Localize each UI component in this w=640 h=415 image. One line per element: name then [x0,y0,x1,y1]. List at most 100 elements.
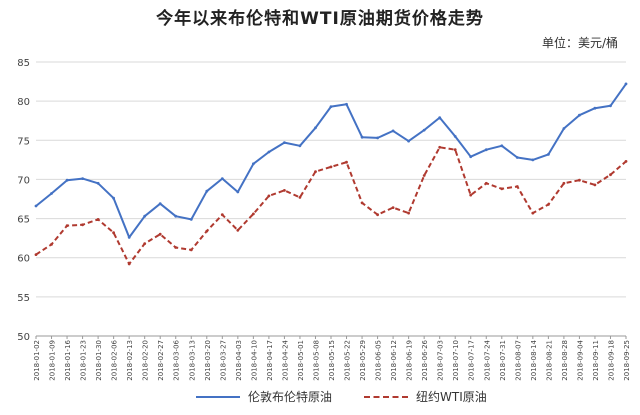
x-tick-label-24: 2018-06-19 [406,340,414,381]
series-1-point-25 [422,174,426,177]
y-tick-label-75: 75 [17,136,30,147]
x-tick-label-12: 2018-03-27 [219,340,227,381]
y-tick-label-65: 65 [17,215,30,226]
legend-label-wti: 纽约WTI原油 [416,390,487,404]
series-1-point-33 [547,203,550,206]
series-1-point-36 [593,183,597,187]
series-0-point-14 [252,162,255,166]
series-0-point-29 [484,148,488,152]
series-1-point-0 [34,253,38,256]
series-1-point-13 [236,228,240,232]
series-0-point-6 [127,236,131,239]
series-1-point-2 [65,224,69,228]
series-1-point-21 [360,201,364,205]
series-0-point-27 [453,135,457,138]
series-0-point-1 [50,192,53,195]
x-tick-label-31: 2018-08-07 [514,340,522,381]
series-0-point-30 [500,144,504,148]
series-0-point-3 [81,177,84,181]
series-0-point-10 [189,218,193,221]
x-tick-label-33: 2018-08-21 [545,340,553,381]
series-0-point-4 [96,181,100,185]
series-0-point-5 [112,196,115,200]
series-1-point-35 [578,178,581,182]
y-tick-label-70: 70 [17,175,30,186]
x-tick-label-11: 2018-03-20 [204,340,212,381]
series-0-point-9 [174,214,178,218]
series-1-point-3 [81,223,84,227]
series-0-point-32 [531,158,535,162]
x-tick-label-3: 2018-01-23 [80,340,88,381]
x-tick-label-19: 2018-05-15 [328,340,336,381]
series-0-point-19 [329,105,333,108]
x-tick-label-30: 2018-07-31 [499,340,507,381]
series-0-point-28 [469,155,473,159]
series-0-point-16 [283,141,286,145]
series-0-point-21 [360,135,364,139]
series-1-point-23 [391,206,395,210]
x-tick-label-7: 2018-02-20 [142,340,150,381]
x-tick-label-22: 2018-06-05 [375,340,383,381]
legend-label-brent: 伦敦布伦特原油 [248,390,333,404]
x-tick-label-1: 2018-01-09 [49,340,57,381]
x-tick-label-10: 2018-03-13 [188,340,196,381]
legend-swatch-wti [364,395,408,398]
series-0-point-12 [220,177,224,181]
x-tick-label-9: 2018-03-06 [173,339,181,380]
series-0-point-22 [376,136,379,140]
series-0-point-17 [298,144,302,148]
legend-item-brent: 伦敦布伦特原油 [196,388,332,405]
series-0-point-37 [609,104,612,108]
x-tick-label-16: 2018-04-24 [281,339,289,380]
x-tick-label-34: 2018-08-28 [561,340,569,381]
x-tick-label-8: 2018-02-27 [157,340,165,381]
series-1-point-28 [469,193,473,197]
series-0-point-26 [438,116,442,119]
y-tick-label-50: 50 [17,332,30,343]
series-0-point-7 [143,214,147,218]
series-1-point-1 [50,243,53,246]
x-tick-label-20: 2018-05-22 [344,340,352,381]
chart-title: 今年以来布伦特和WTI原油期货价格走势 [156,9,484,29]
series-1-point-20 [345,160,348,164]
series-1-point-17 [298,196,302,199]
series-1-point-18 [314,170,317,174]
series-0-point-8 [158,202,162,206]
x-tick-label-15: 2018-04-17 [266,340,274,381]
x-tick-label-27: 2018-07-10 [452,340,460,381]
x-tick-label-32: 2018-08-14 [530,339,538,380]
series-1-point-15 [267,194,271,198]
series-1-point-29 [484,181,488,185]
series-1-point-8 [158,232,162,236]
x-tick-label-6: 2018-02-13 [126,340,134,381]
series-1-point-38 [624,160,628,163]
series-1-point-22 [376,213,379,217]
series-1-point-7 [143,242,147,246]
series-1-point-34 [562,181,566,185]
x-tick-label-26: 2018-07-03 [437,340,445,381]
series-1-point-10 [189,248,193,252]
series-0-point-34 [562,127,566,130]
series-0-point-0 [34,204,38,208]
series-0-point-38 [624,82,628,86]
series-0-point-15 [267,150,271,154]
x-tick-label-18: 2018-05-08 [312,340,320,381]
x-tick-label-35: 2018-09-04 [576,339,584,380]
series-0-point-31 [515,156,519,159]
series-0-point-20 [345,102,348,106]
x-tick-label-37: 2018-09-18 [607,340,615,381]
y-tick-label-80: 80 [17,97,30,108]
series-1-point-12 [220,213,224,217]
series-1-point-6 [127,262,131,266]
series-0-point-36 [593,106,597,110]
series-0-point-13 [236,190,240,194]
x-tick-label-17: 2018-05-01 [297,340,305,381]
y-tick-label-60: 60 [17,254,30,265]
series-1-point-4 [96,218,100,221]
series-1-point-32 [531,211,535,215]
series-1-point-9 [174,246,178,249]
series-0-point-24 [407,139,410,143]
series-line-1 [35,146,627,265]
x-tick-label-2: 2018-01-16 [64,339,72,380]
